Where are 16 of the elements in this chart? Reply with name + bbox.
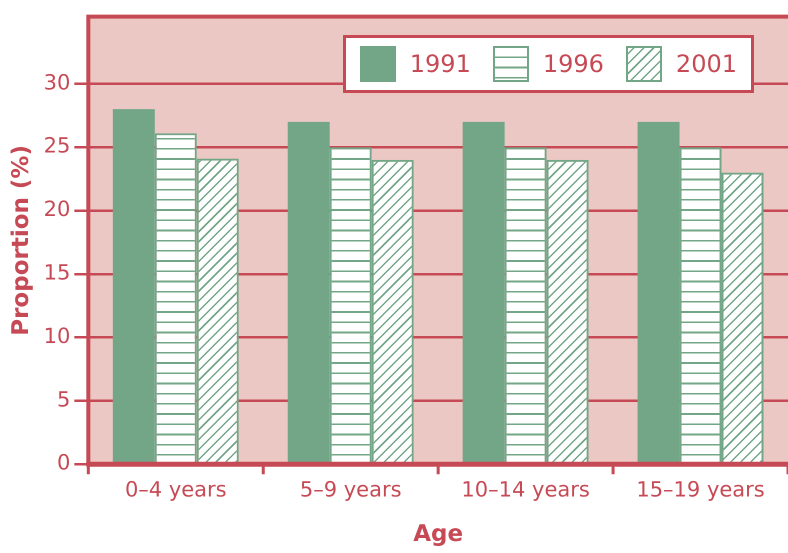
x-tick-label: 15–19 years — [636, 477, 765, 502]
y-tick-label: 10 — [44, 324, 70, 348]
x-tick-label: 10–14 years — [461, 477, 590, 502]
legend-label: 1991 — [410, 50, 471, 78]
legend-label: 1996 — [542, 50, 604, 78]
y-tick-label: 30 — [44, 70, 70, 94]
y-tick-label: 15 — [44, 260, 70, 284]
y-axis-title: Proportion (%) — [8, 145, 34, 336]
x-axis-title: Age — [413, 521, 464, 548]
y-tick-label: 0 — [56, 450, 70, 475]
legend-label: 2001 — [676, 50, 737, 78]
x-tick-label: 5–9 years — [300, 477, 402, 502]
y-tick-label: 20 — [44, 197, 70, 222]
y-tick-label: 25 — [44, 134, 70, 158]
y-tick-label: 5 — [56, 387, 70, 412]
x-tick-label: 0–4 years — [124, 477, 227, 502]
